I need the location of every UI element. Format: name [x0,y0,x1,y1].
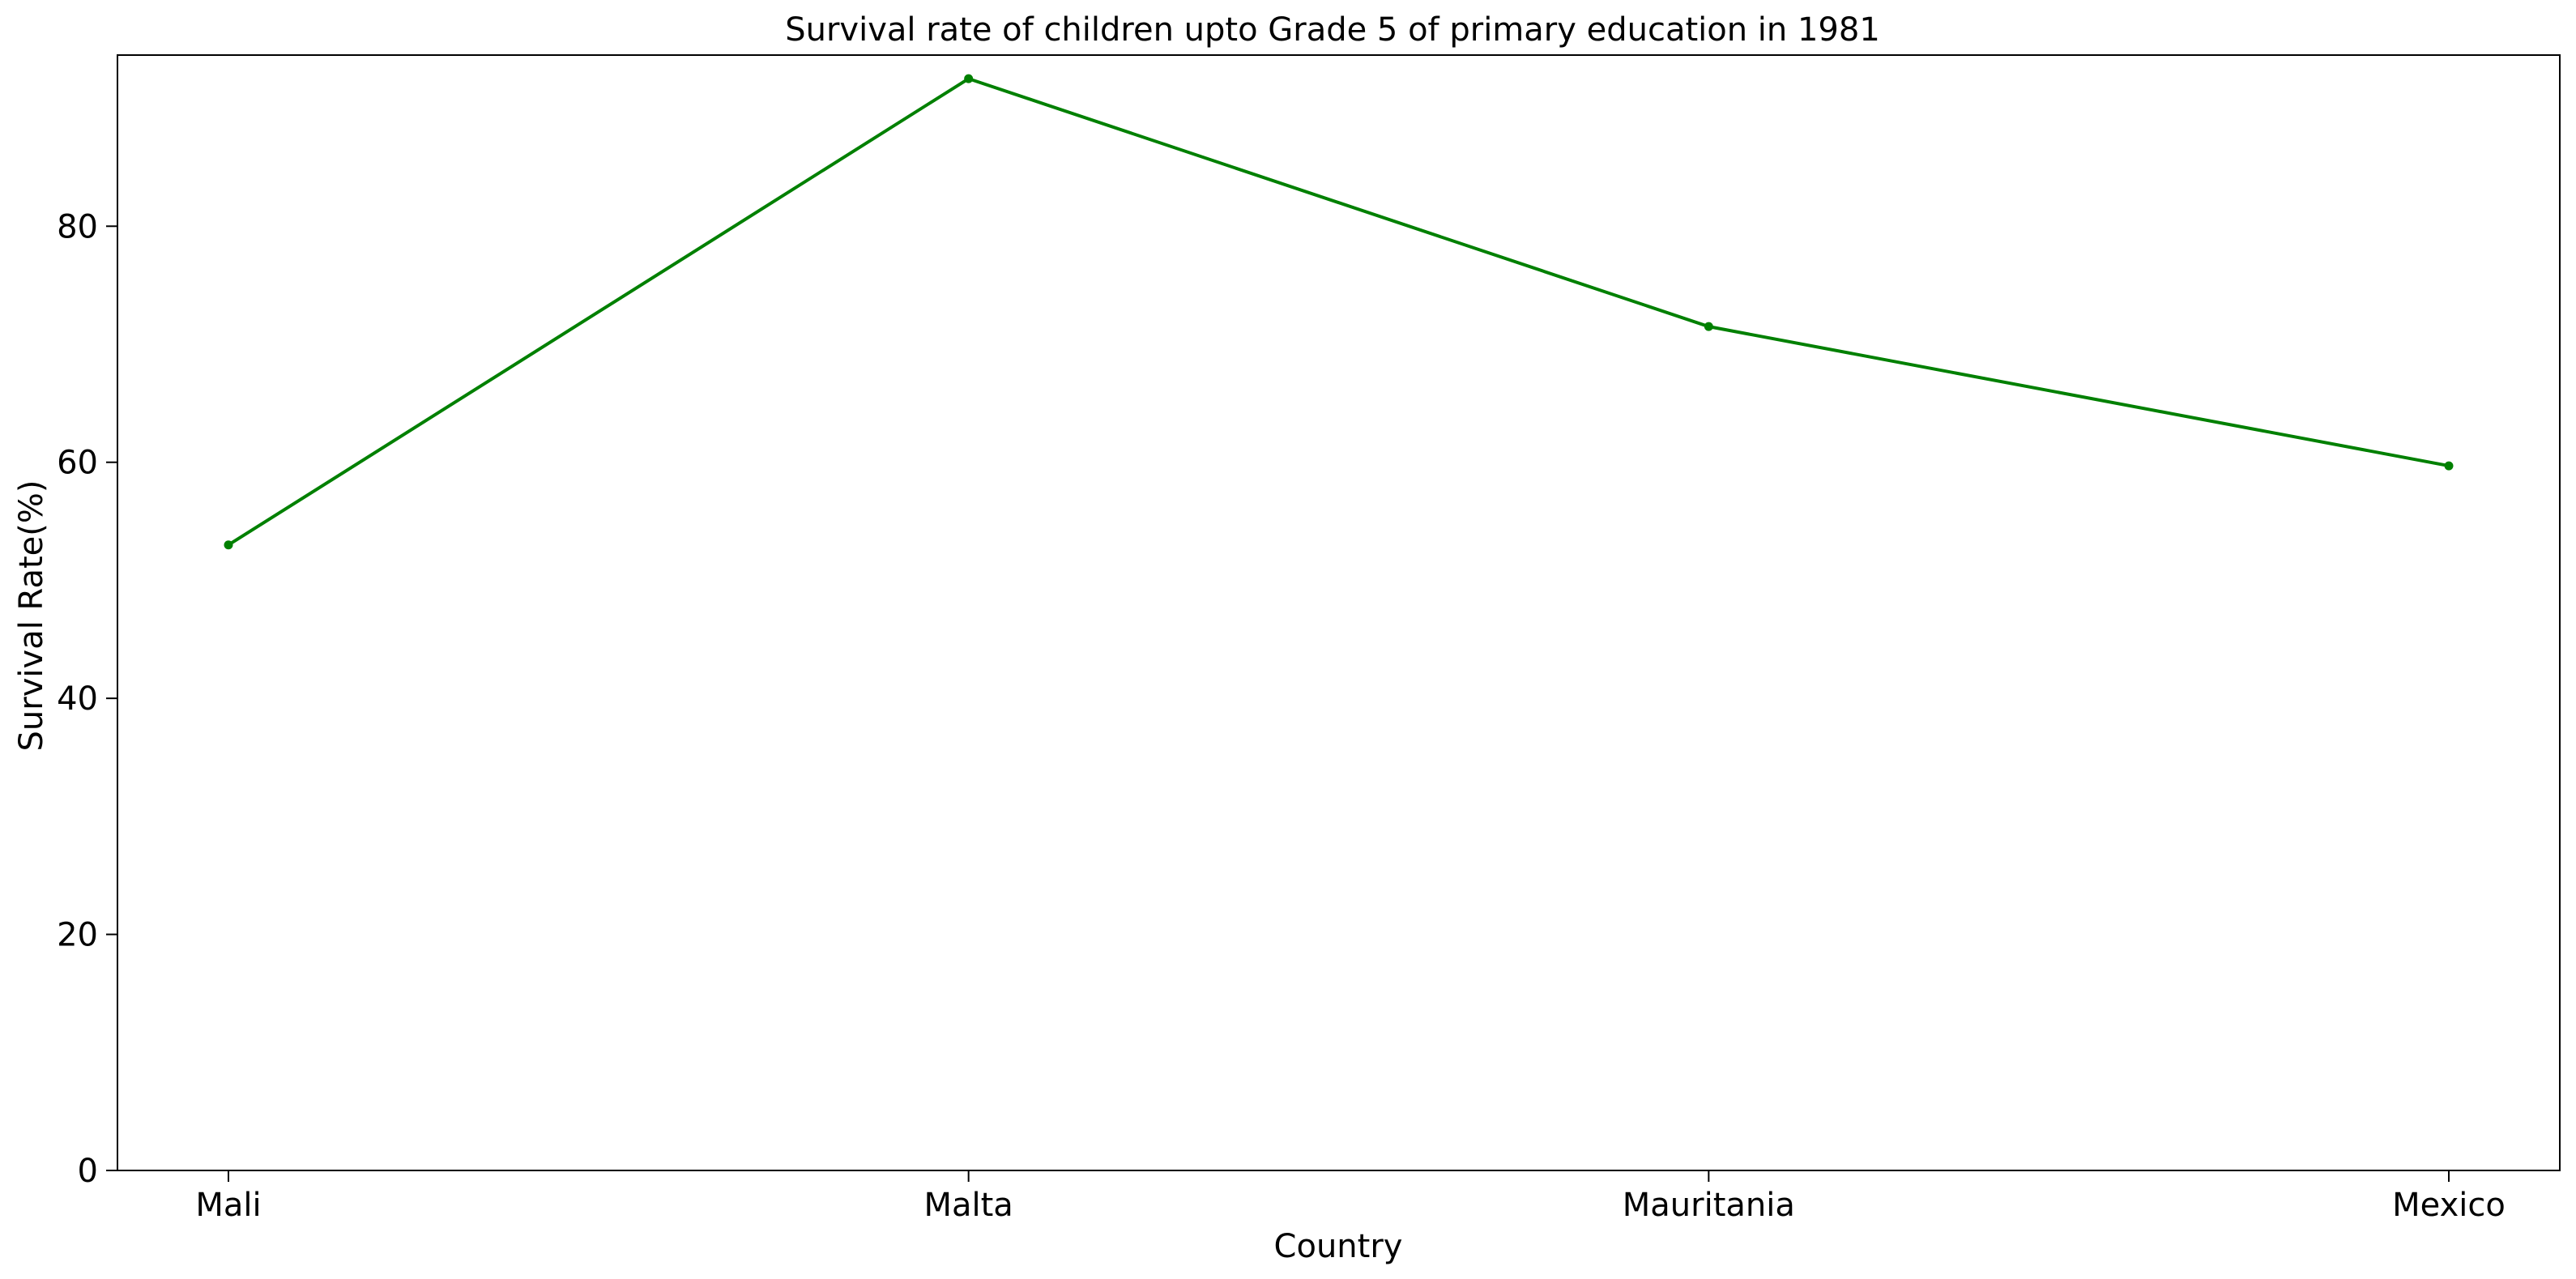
data-point [224,540,233,550]
x-tick-label: Mauritania [1623,1187,1795,1224]
x-tick-label: Mexico [2392,1187,2506,1224]
chart-title: Survival rate of children upto Grade 5 o… [785,11,1880,49]
x-axis-label: Country [1274,1228,1403,1265]
x-axis: Mali Malta Mauritania Mexico [195,1170,2506,1224]
y-tick-label: 20 [57,917,98,954]
plot-area [117,54,2561,1171]
y-tick-label: 0 [78,1153,98,1190]
data-point [964,74,974,83]
y-axis-label: Survival Rate(%) [13,480,50,752]
plot-frame [117,54,2561,1171]
data-point [2444,461,2454,471]
series-line [227,76,2450,547]
y-axis: 0 20 40 60 80 [57,208,117,1190]
series-layer [224,74,2454,550]
x-tick-label: Mali [195,1187,261,1224]
y-tick-label: 80 [57,208,98,245]
y-tick-label: 60 [57,445,98,482]
y-tick-label: 40 [57,680,98,718]
data-point [1704,322,1713,331]
x-tick-label: Malta [923,1187,1013,1224]
